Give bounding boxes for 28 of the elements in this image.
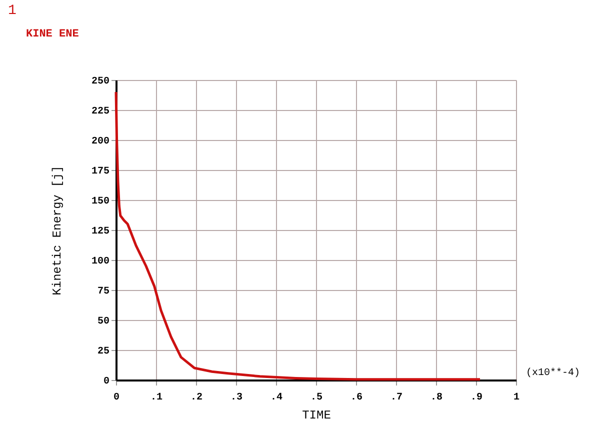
y-tick-label: 50 <box>97 316 110 328</box>
x-tick-label: .4 <box>270 392 283 404</box>
x-tick-label: .8 <box>430 392 443 404</box>
y-tick-label: 200 <box>91 136 110 148</box>
text: KINE ENE <box>26 28 80 40</box>
x-tick-label: 0 <box>113 392 120 404</box>
y-tick-label: 125 <box>91 226 110 238</box>
x-tick-label: .6 <box>350 392 363 404</box>
y-tick-label: 75 <box>97 286 110 298</box>
y-tick-label: 225 <box>91 106 110 118</box>
text: (x10**-4) <box>526 367 580 379</box>
x-tick-label: .5 <box>310 392 323 404</box>
y-tick-label: 25 <box>97 346 110 358</box>
x-tick-label: .7 <box>390 392 403 404</box>
y-axis-title: Kinetic Energy [j] <box>50 166 64 296</box>
x-axis-title: TIME <box>302 408 331 422</box>
y-tick-label: 100 <box>91 256 110 268</box>
y-tick-label: 0 <box>103 376 110 388</box>
x-tick-label: .3 <box>230 392 243 404</box>
text: 1 <box>8 3 16 19</box>
x-tick-label: .1 <box>150 392 163 404</box>
x-tick-label: .2 <box>190 392 203 404</box>
line-series <box>114 90 482 381</box>
y-tick-label: 250 <box>91 76 110 88</box>
x-tick-label: .9 <box>470 392 483 404</box>
x-tick-label: 1 <box>513 392 520 404</box>
y-tick-label: 175 <box>91 166 110 178</box>
y-tick-label: 150 <box>91 196 110 208</box>
